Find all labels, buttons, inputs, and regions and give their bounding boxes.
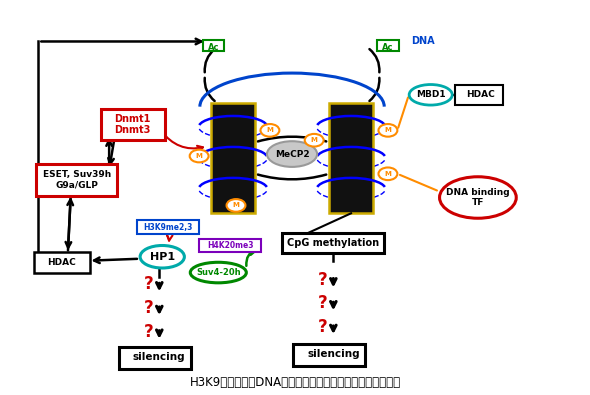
Ellipse shape (267, 141, 317, 167)
Text: HDAC: HDAC (467, 90, 495, 99)
Text: ?: ? (144, 299, 153, 317)
FancyBboxPatch shape (137, 220, 199, 234)
Text: MBD1: MBD1 (416, 90, 445, 99)
Text: DNA: DNA (411, 36, 435, 47)
Text: ESET, Suv39h
G9a/GLP: ESET, Suv39h G9a/GLP (42, 170, 111, 190)
Ellipse shape (409, 85, 452, 105)
Polygon shape (248, 103, 255, 213)
Text: ?: ? (318, 271, 327, 289)
Text: DNA binding
TF: DNA binding TF (446, 188, 510, 207)
FancyBboxPatch shape (329, 103, 373, 213)
Circle shape (304, 134, 323, 147)
Text: ?: ? (144, 323, 153, 341)
FancyBboxPatch shape (34, 252, 90, 273)
Circle shape (227, 199, 245, 212)
Ellipse shape (190, 262, 247, 283)
Polygon shape (211, 103, 218, 213)
Text: H4K20me3: H4K20me3 (207, 241, 253, 250)
Text: MeCP2: MeCP2 (275, 150, 309, 158)
Text: HP1: HP1 (150, 252, 175, 262)
Text: ?: ? (318, 294, 327, 312)
Ellipse shape (440, 177, 516, 218)
FancyBboxPatch shape (101, 109, 165, 140)
FancyBboxPatch shape (293, 344, 365, 366)
FancyBboxPatch shape (36, 164, 117, 196)
Text: M: M (385, 127, 391, 134)
Polygon shape (329, 103, 336, 213)
FancyBboxPatch shape (455, 85, 503, 105)
Ellipse shape (140, 245, 184, 268)
FancyBboxPatch shape (119, 347, 191, 369)
FancyBboxPatch shape (377, 40, 399, 51)
Circle shape (379, 167, 398, 180)
Text: M: M (385, 171, 391, 177)
Text: Ac: Ac (382, 43, 394, 52)
Text: silencing: silencing (133, 352, 186, 363)
Text: Suv4-20h: Suv4-20h (196, 268, 241, 277)
Text: HDAC: HDAC (48, 258, 76, 267)
FancyBboxPatch shape (203, 40, 225, 51)
Circle shape (261, 124, 280, 137)
Text: M: M (267, 127, 273, 134)
Text: ?: ? (318, 318, 327, 336)
FancyBboxPatch shape (211, 103, 255, 213)
Text: M: M (196, 153, 202, 159)
FancyBboxPatch shape (199, 239, 261, 252)
Text: Dnmt1
Dnmt3: Dnmt1 Dnmt3 (114, 114, 151, 135)
Text: silencing: silencing (307, 349, 360, 359)
Text: M: M (311, 137, 317, 143)
Text: H3K9メチル化とDNAメチル化は如何に転写を抑制するか？: H3K9メチル化とDNAメチル化は如何に転写を抑制するか？ (189, 376, 401, 389)
Circle shape (379, 124, 398, 137)
Text: M: M (232, 202, 240, 209)
FancyBboxPatch shape (282, 233, 385, 253)
Text: H3K9me2,3: H3K9me2,3 (143, 223, 193, 231)
Circle shape (190, 150, 209, 162)
Text: Ac: Ac (208, 43, 219, 52)
Text: ?: ? (144, 275, 153, 293)
Text: CpG methylation: CpG methylation (287, 238, 379, 248)
Polygon shape (366, 103, 373, 213)
